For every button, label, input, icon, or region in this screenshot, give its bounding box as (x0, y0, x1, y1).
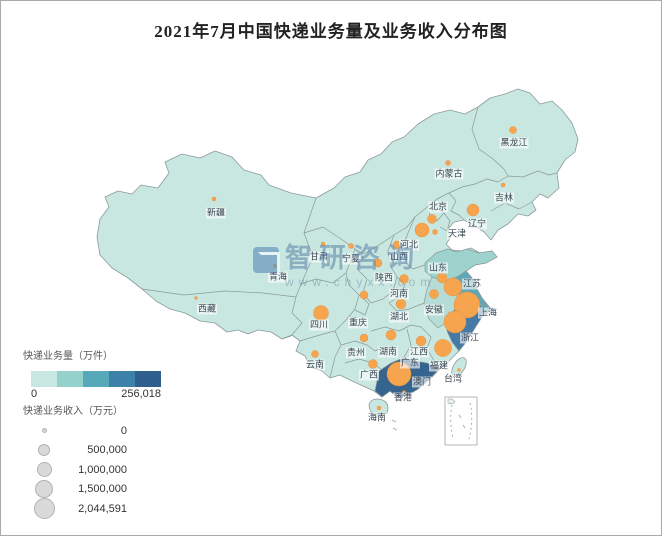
size-legend-value: 0 (120, 424, 127, 437)
ramp-step-3 (83, 371, 109, 387)
watermark-logo-icon (253, 247, 280, 274)
revenue-bubble-湖南 (385, 329, 397, 341)
revenue-bubble-河北 (414, 222, 430, 238)
small-islands (391, 419, 398, 431)
revenue-bubble-吉林 (500, 182, 506, 188)
size-legend-row: 1,500,000 (23, 480, 161, 500)
revenue-bubble-西藏 (194, 296, 198, 300)
revenue-bubble-宁夏 (348, 243, 354, 249)
size-legend-row: 500,000 (23, 441, 161, 461)
size-legend-row: 2,044,591 (23, 498, 161, 520)
size-swatch-circle (33, 498, 55, 520)
south-china-sea-inset (444, 396, 478, 446)
size-legend-row: 1,000,000 (23, 460, 161, 480)
ramp-step-4 (109, 371, 135, 387)
chart-title: 2021年7月中国快递业务量及业务收入分布图 (154, 22, 508, 41)
volume-min-label: 0 (31, 388, 38, 400)
ramp-step-1 (31, 371, 57, 387)
size-swatch-circle (35, 480, 53, 499)
revenue-legend-title: 快递业务收入（万元） (23, 406, 123, 417)
revenue-bubble-上海 (453, 291, 481, 319)
revenue-bubble-广西 (368, 359, 378, 369)
revenue-bubble-山东 (436, 272, 448, 284)
revenue-bubble-广东 (386, 361, 412, 387)
revenue-bubble-四川 (313, 305, 329, 321)
size-legend-value: 2,044,591 (78, 502, 127, 515)
revenue-bubble-江苏 (443, 277, 463, 297)
size-legend-row: 0 (23, 421, 161, 441)
revenue-bubble-福建 (434, 339, 452, 357)
size-legend-value: 1,500,000 (78, 483, 127, 496)
watermark-url: www.chyxx.com (285, 275, 436, 289)
ramp-step-5 (135, 371, 161, 387)
revenue-bubble-陕西 (373, 258, 383, 268)
revenue-bubble-重庆 (359, 290, 369, 300)
revenue-bubble-湖北 (395, 298, 407, 310)
taiwan-island (451, 357, 467, 377)
revenue-bubble-天津 (432, 229, 438, 235)
revenue-bubbles (194, 126, 517, 411)
revenue-bubble-台湾 (457, 368, 461, 372)
legend: 快递业务量（万件） 0 256,018 快递业务收入（万元） 0 500,000 1… (23, 347, 161, 520)
size-legend-value: 500,000 (87, 444, 127, 457)
size-swatch-circle (41, 428, 47, 434)
watermark-brand: 智研咨询 (285, 243, 421, 273)
revenue-bubble-海南 (376, 405, 382, 411)
size-swatch-circle (36, 462, 52, 478)
revenue-bubble-甘肃 (320, 241, 326, 247)
revenue-bubble-辽宁 (466, 203, 480, 217)
revenue-bubble-安徽 (429, 289, 439, 299)
revenue-bubble-云南 (311, 350, 319, 358)
volume-legend-title: 快递业务量（万件） (23, 351, 113, 362)
watermark: 智研咨询 www.chyxx.com (253, 243, 435, 289)
revenue-bubble-香港 (402, 390, 406, 394)
revenue-bubble-浙江 (443, 310, 467, 334)
revenue-bubble-内蒙古 (445, 160, 451, 166)
revenue-bubble-河南 (399, 274, 409, 284)
size-swatch-circle (38, 444, 50, 457)
revenue-bubble-黑龙江 (509, 126, 517, 134)
revenue-bubble-北京 (427, 214, 437, 224)
revenue-bubble-贵州 (359, 333, 369, 343)
size-legend-value: 1,000,000 (78, 463, 127, 476)
volume-color-ramp (31, 371, 161, 387)
revenue-bubble-新疆 (211, 196, 217, 202)
volume-max-label: 256,018 (121, 388, 161, 400)
revenue-bubble-江西 (415, 335, 427, 347)
revenue-size-legend: 0 500,000 1,000,000 1,500,000 2,044,591 (23, 421, 161, 520)
ramp-step-2 (57, 371, 83, 387)
province-borders (141, 106, 558, 379)
